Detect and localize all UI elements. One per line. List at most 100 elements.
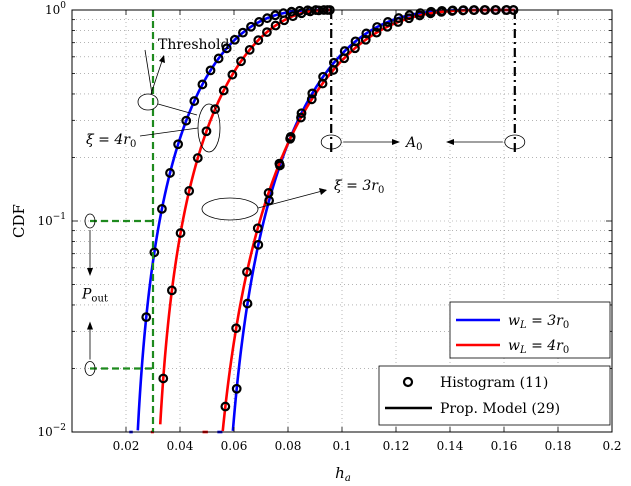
- pout-arrow-down-head: [87, 268, 93, 276]
- histogram-point: [414, 10, 425, 21]
- histogram-point: [274, 158, 285, 169]
- xi-bot-ellipse: [201, 197, 259, 221]
- pout-marker-ellipse: [84, 361, 96, 376]
- histogram-point: [189, 96, 200, 106]
- histogram-point: [184, 186, 195, 196]
- xi-bot-arrow-head: [319, 188, 327, 195]
- histogram-point: [371, 27, 382, 38]
- histogram-point: [296, 8, 307, 19]
- histogram-point: [317, 78, 328, 89]
- histogram-point: [372, 22, 383, 32]
- legend-bottom-label-1: Prop. Model (29): [440, 401, 560, 417]
- histogram-point: [393, 17, 404, 27]
- threshold-label: Threshold: [158, 37, 229, 53]
- x-tick-label: 0.04: [167, 439, 194, 453]
- histogram-point: [307, 88, 318, 99]
- histogram-point: [350, 43, 360, 54]
- histogram-point: [227, 69, 238, 80]
- histogram-point: [285, 133, 296, 144]
- xi-bot-label: ξ = 3r0: [334, 178, 384, 196]
- histogram-point: [382, 21, 393, 32]
- y-tick-label: 100: [45, 1, 66, 17]
- xi-top-ellipse: [197, 103, 221, 153]
- histogram-point: [296, 112, 306, 123]
- histogram-point: [252, 223, 263, 234]
- histogram-point: [404, 13, 414, 24]
- legend-box-bottom: [378, 365, 611, 426]
- histogram-point: [218, 85, 229, 96]
- histogram-point: [175, 228, 186, 238]
- x-axis-label: ha: [335, 464, 351, 484]
- threshold-connector: [157, 103, 198, 116]
- legend-label-1: wL = 4r0: [508, 338, 569, 356]
- a0-marker-ellipse: [504, 134, 526, 150]
- histogram-point: [166, 285, 177, 296]
- x-tick-label: 0.16: [491, 439, 518, 453]
- x-tick-label: 0.14: [437, 439, 464, 453]
- histogram-point: [328, 65, 339, 75]
- xi-top-connector: [139, 127, 199, 137]
- histogram-point: [236, 56, 246, 67]
- histogram-point: [210, 104, 221, 115]
- histogram-point: [201, 126, 212, 137]
- histogram-point: [262, 27, 272, 38]
- x-tick-label: 0.06: [221, 439, 248, 453]
- pout-arrow-up-head: [87, 321, 93, 330]
- y-tick-label: 10−1: [37, 212, 66, 228]
- histogram-point: [279, 15, 290, 26]
- histogram-point: [254, 17, 265, 27]
- y-tick-label: 10−2: [37, 423, 66, 439]
- histogram-point: [436, 6, 447, 17]
- histogram-point: [263, 188, 274, 198]
- histogram-point: [305, 6, 316, 17]
- histogram-point: [220, 401, 231, 412]
- y-axis-label: CDF: [10, 204, 28, 238]
- histogram-point: [296, 108, 307, 119]
- histogram-point: [173, 139, 184, 150]
- histogram-point: [157, 203, 167, 214]
- histogram-point: [383, 17, 393, 27]
- legend-bottom-label-0: Histogram (11): [440, 375, 548, 391]
- histogram-point: [306, 94, 317, 105]
- x-tick-label: 0.18: [545, 439, 572, 453]
- histogram-point: [242, 298, 253, 309]
- histogram-point: [229, 34, 240, 45]
- histogram-point: [242, 267, 252, 277]
- histogram-point: [158, 373, 169, 384]
- histogram-point: [246, 21, 256, 32]
- x-tick-label: 0.1: [332, 439, 351, 453]
- histogram-point: [192, 153, 203, 163]
- histogram-point: [253, 239, 264, 250]
- a0-marker-ellipse: [320, 134, 342, 150]
- a0-arrow-left-head: [392, 139, 400, 145]
- histogram-point: [361, 28, 372, 39]
- x-tick-label: 0.2: [602, 439, 621, 453]
- threshold-arrow-head: [159, 55, 165, 63]
- histogram-point: [141, 312, 152, 323]
- histogram-point: [231, 383, 242, 394]
- legend: wL = 3r0 wL = 4r0 Histogram (11) Prop. Mode…: [378, 301, 611, 426]
- x-tick-label: 0.12: [383, 439, 410, 453]
- histogram-point: [181, 115, 192, 126]
- legend-box-top: [449, 301, 611, 359]
- threshold-arrow: [150, 57, 164, 95]
- histogram-point: [231, 323, 242, 334]
- histogram-point: [221, 43, 232, 54]
- histogram-point: [393, 13, 404, 23]
- histogram-point: [165, 168, 175, 178]
- xi-top-label: ξ = 4r0: [86, 132, 136, 150]
- histogram-point: [238, 27, 248, 38]
- threshold-arrow-2: [144, 49, 153, 95]
- pout-marker-ellipse: [84, 213, 96, 229]
- axis-ticks: 0.02 0.04 0.06 0.08 0.1 0.12 0.14 0.16 0.18 0.2 10…: [37, 1, 621, 453]
- legend-label-0: wL = 3r0: [508, 313, 569, 331]
- legend-marker-circle: [402, 376, 414, 388]
- histogram-point: [339, 53, 350, 64]
- histogram-point: [149, 247, 160, 258]
- histogram-point: [244, 44, 255, 55]
- histogram-point: [253, 35, 264, 46]
- histogram-point: [447, 6, 458, 16]
- histogram-point: [360, 34, 371, 45]
